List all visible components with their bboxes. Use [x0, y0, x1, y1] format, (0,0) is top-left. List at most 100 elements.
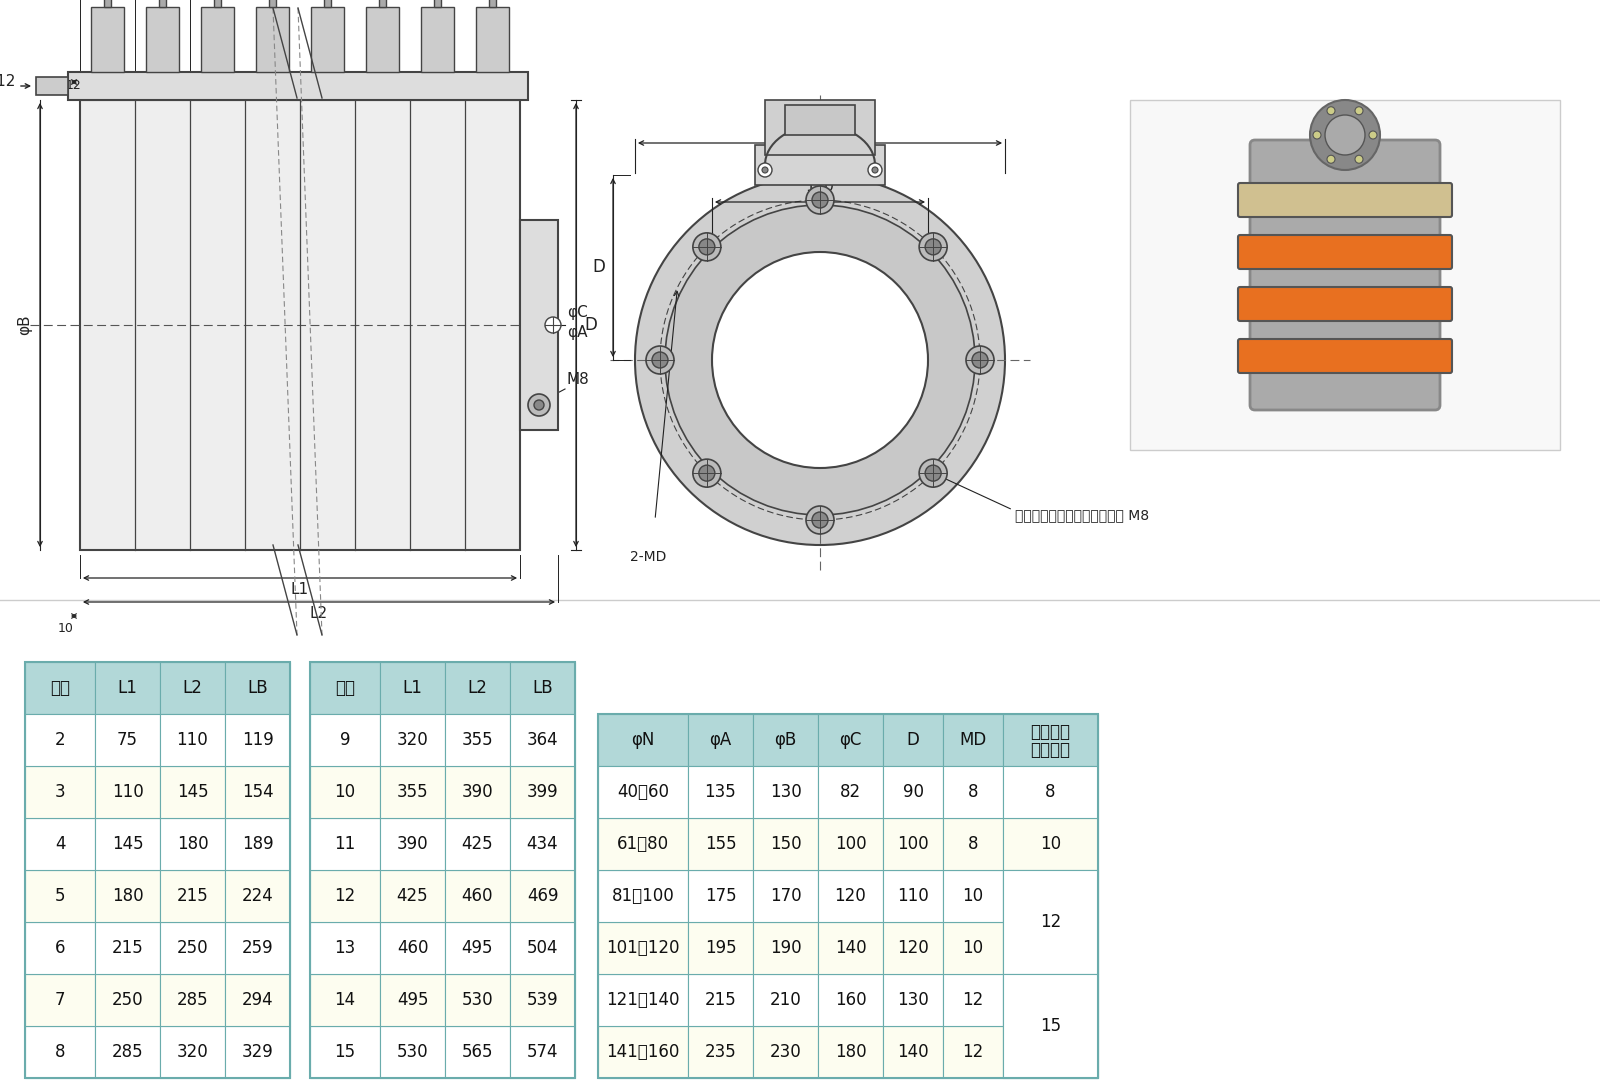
FancyBboxPatch shape: [818, 818, 883, 870]
FancyBboxPatch shape: [26, 922, 94, 974]
FancyBboxPatch shape: [1003, 870, 1098, 922]
FancyBboxPatch shape: [26, 766, 94, 818]
Text: 3: 3: [54, 783, 66, 801]
FancyBboxPatch shape: [510, 818, 574, 870]
FancyBboxPatch shape: [688, 922, 754, 974]
Text: 190: 190: [770, 938, 802, 957]
Text: 61～80: 61～80: [618, 835, 669, 853]
FancyBboxPatch shape: [226, 922, 290, 974]
Text: φN: φN: [632, 731, 654, 749]
Text: 230: 230: [770, 1043, 802, 1061]
Text: 110: 110: [176, 731, 208, 749]
FancyBboxPatch shape: [445, 1026, 510, 1078]
Text: 82: 82: [840, 783, 861, 801]
Circle shape: [966, 346, 994, 374]
Text: 製作可能: 製作可能: [1030, 723, 1070, 741]
Circle shape: [813, 512, 829, 528]
Text: D: D: [584, 316, 597, 334]
FancyBboxPatch shape: [269, 0, 277, 7]
Text: 285: 285: [112, 1043, 144, 1061]
FancyBboxPatch shape: [310, 974, 381, 1026]
FancyBboxPatch shape: [160, 870, 226, 922]
FancyBboxPatch shape: [1003, 818, 1098, 870]
FancyBboxPatch shape: [688, 974, 754, 1026]
FancyBboxPatch shape: [202, 7, 234, 72]
FancyBboxPatch shape: [1003, 974, 1098, 1026]
FancyBboxPatch shape: [942, 818, 1003, 870]
Text: 110: 110: [112, 783, 144, 801]
FancyBboxPatch shape: [310, 1026, 381, 1078]
FancyBboxPatch shape: [598, 922, 688, 974]
Circle shape: [1326, 107, 1334, 114]
FancyBboxPatch shape: [160, 818, 226, 870]
Text: 15: 15: [334, 1043, 355, 1061]
FancyBboxPatch shape: [598, 870, 688, 922]
FancyBboxPatch shape: [754, 974, 818, 1026]
Text: 5: 5: [54, 887, 66, 905]
FancyBboxPatch shape: [80, 100, 520, 550]
FancyBboxPatch shape: [818, 974, 883, 1026]
FancyBboxPatch shape: [94, 1026, 160, 1078]
Text: 7: 7: [54, 991, 66, 1009]
Text: 495: 495: [462, 938, 493, 957]
FancyBboxPatch shape: [421, 7, 454, 72]
Text: 10: 10: [1040, 835, 1061, 853]
FancyBboxPatch shape: [379, 0, 386, 7]
Text: 425: 425: [397, 887, 429, 905]
FancyBboxPatch shape: [445, 870, 510, 922]
FancyBboxPatch shape: [688, 714, 754, 766]
Text: 100: 100: [835, 835, 866, 853]
FancyBboxPatch shape: [883, 974, 942, 1026]
FancyBboxPatch shape: [381, 662, 445, 714]
FancyBboxPatch shape: [160, 974, 226, 1026]
Circle shape: [867, 164, 882, 177]
FancyBboxPatch shape: [381, 870, 445, 922]
FancyBboxPatch shape: [310, 7, 344, 72]
FancyBboxPatch shape: [26, 870, 94, 922]
Text: 390: 390: [397, 835, 429, 853]
Circle shape: [1355, 107, 1363, 114]
FancyBboxPatch shape: [755, 145, 885, 185]
FancyBboxPatch shape: [883, 714, 942, 766]
Text: 250: 250: [176, 938, 208, 957]
Circle shape: [973, 352, 989, 368]
Text: 154: 154: [242, 783, 274, 801]
FancyBboxPatch shape: [146, 7, 179, 72]
Circle shape: [806, 506, 834, 534]
Text: 155: 155: [704, 835, 736, 853]
Text: L1: L1: [291, 582, 309, 597]
FancyBboxPatch shape: [381, 714, 445, 766]
FancyBboxPatch shape: [26, 714, 94, 766]
FancyBboxPatch shape: [1003, 714, 1098, 766]
FancyBboxPatch shape: [310, 870, 381, 922]
Text: 215: 215: [112, 938, 144, 957]
FancyBboxPatch shape: [310, 662, 381, 714]
Text: 364: 364: [526, 731, 558, 749]
Text: 460: 460: [397, 938, 429, 957]
Text: 140: 140: [835, 938, 866, 957]
Text: φB: φB: [774, 731, 797, 749]
FancyBboxPatch shape: [754, 818, 818, 870]
Text: 574: 574: [526, 1043, 558, 1061]
FancyBboxPatch shape: [226, 974, 290, 1026]
FancyBboxPatch shape: [445, 714, 510, 766]
FancyBboxPatch shape: [942, 766, 1003, 818]
Text: 170: 170: [770, 887, 802, 905]
Text: LB: LB: [533, 679, 554, 697]
Text: 12: 12: [962, 1043, 984, 1061]
FancyBboxPatch shape: [510, 714, 574, 766]
FancyBboxPatch shape: [510, 974, 574, 1026]
Text: 141～160: 141～160: [606, 1043, 680, 1061]
Text: 75: 75: [117, 731, 138, 749]
FancyBboxPatch shape: [160, 662, 226, 714]
FancyBboxPatch shape: [786, 105, 854, 135]
FancyBboxPatch shape: [688, 870, 754, 922]
Text: 119: 119: [242, 731, 274, 749]
Text: 150: 150: [770, 835, 802, 853]
FancyBboxPatch shape: [598, 714, 688, 766]
FancyBboxPatch shape: [818, 766, 883, 818]
Text: 160: 160: [835, 991, 866, 1009]
Text: 101～120: 101～120: [606, 938, 680, 957]
Text: 175: 175: [704, 887, 736, 905]
Circle shape: [546, 317, 562, 334]
